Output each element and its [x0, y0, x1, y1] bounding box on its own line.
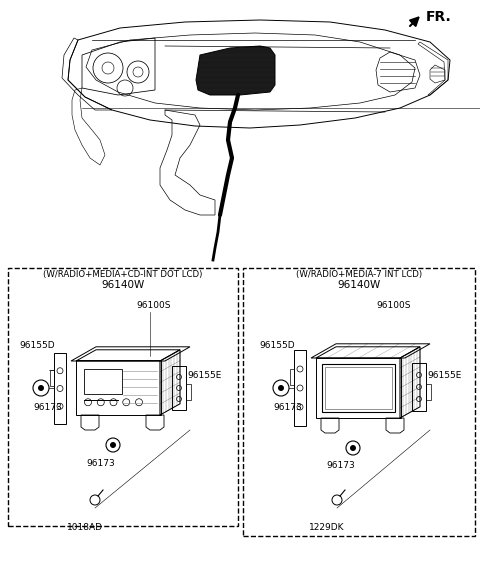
Circle shape	[38, 385, 44, 391]
Bar	[50, 370, 54, 386]
Text: 96173: 96173	[326, 461, 355, 471]
Circle shape	[350, 445, 356, 451]
Text: 1229DK: 1229DK	[309, 524, 345, 532]
Bar	[172, 366, 186, 410]
Text: 1018AD: 1018AD	[67, 524, 103, 532]
Text: 96140W: 96140W	[101, 280, 144, 290]
Bar	[412, 363, 426, 411]
Text: 96155E: 96155E	[427, 370, 461, 380]
Text: (W/RADIO+MEDIA+CD-INT DOT LCD): (W/RADIO+MEDIA+CD-INT DOT LCD)	[43, 270, 203, 279]
Bar	[316, 358, 401, 418]
Bar	[54, 353, 66, 424]
Text: 96155D: 96155D	[259, 340, 295, 350]
Text: (W/RADIO+MEDIA-7 INT LCD): (W/RADIO+MEDIA-7 INT LCD)	[296, 270, 422, 279]
Text: 96155E: 96155E	[187, 370, 221, 380]
Text: 96100S: 96100S	[136, 301, 170, 309]
Bar	[325, 367, 392, 409]
Text: 96173: 96173	[273, 404, 302, 412]
Bar	[426, 384, 431, 400]
Bar	[294, 350, 306, 426]
Bar	[243, 268, 475, 536]
Bar	[186, 384, 191, 400]
Text: 96173: 96173	[86, 458, 115, 468]
Bar	[76, 360, 161, 415]
Polygon shape	[196, 46, 275, 95]
Bar	[84, 369, 122, 394]
Circle shape	[278, 385, 284, 391]
Text: 96100S: 96100S	[376, 301, 410, 309]
Bar	[8, 268, 238, 526]
Text: 96173: 96173	[33, 404, 62, 412]
Text: 96155D: 96155D	[19, 340, 55, 350]
Bar	[322, 364, 395, 412]
Text: 96140W: 96140W	[337, 280, 381, 290]
Circle shape	[110, 442, 116, 448]
Text: FR.: FR.	[426, 10, 452, 24]
Bar	[290, 369, 294, 385]
